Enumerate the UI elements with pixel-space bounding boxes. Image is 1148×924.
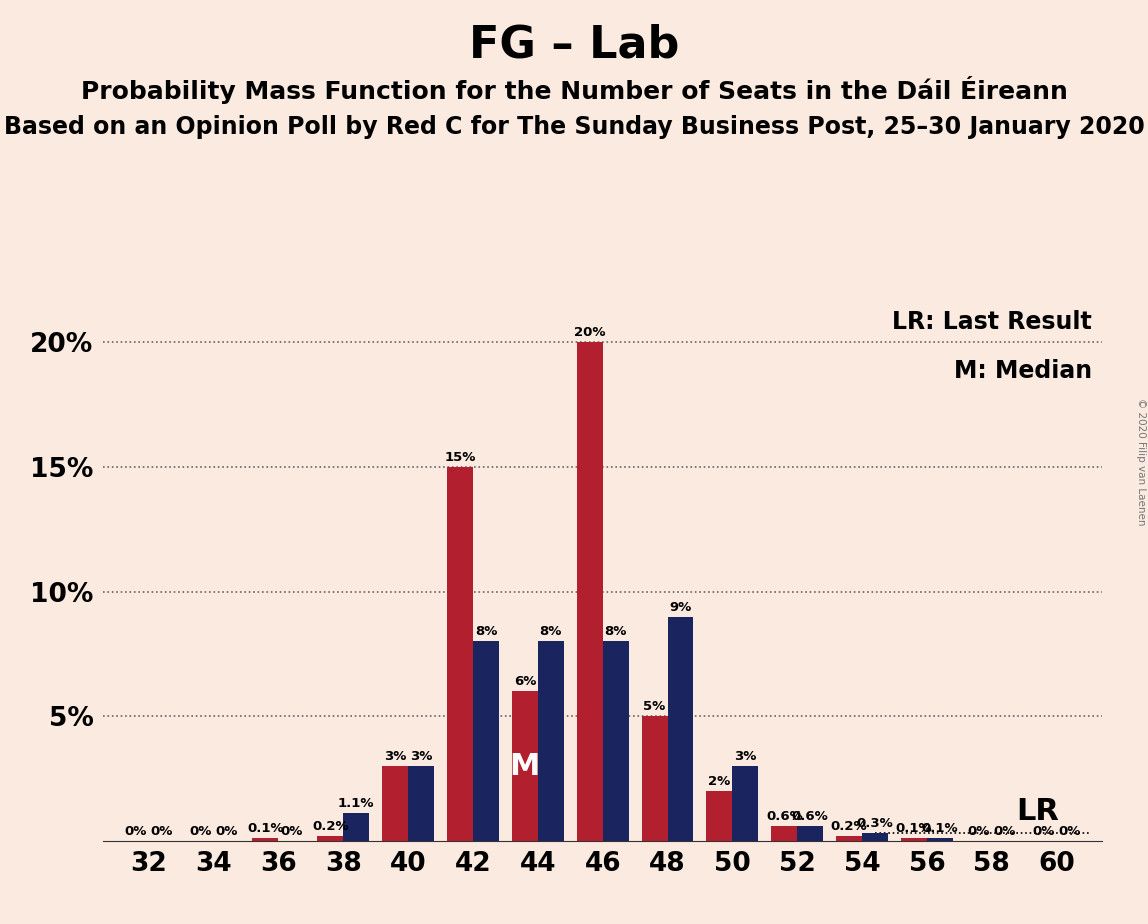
Text: 2%: 2% (708, 775, 730, 788)
Text: 0%: 0% (150, 825, 173, 838)
Bar (797, 826, 823, 841)
Text: M: Median: M: Median (954, 359, 1092, 383)
Text: FG – Lab: FG – Lab (468, 23, 680, 67)
Text: 5%: 5% (644, 700, 666, 713)
Bar (926, 838, 953, 841)
Text: LR: Last Result: LR: Last Result (892, 310, 1092, 334)
Text: 0.2%: 0.2% (312, 820, 349, 833)
Text: 6%: 6% (513, 675, 536, 688)
Bar (706, 791, 732, 841)
Text: 0.6%: 0.6% (792, 810, 829, 823)
Bar (409, 766, 434, 841)
Text: 3%: 3% (410, 750, 433, 763)
Text: 0%: 0% (216, 825, 238, 838)
Text: © 2020 Filip van Laenen: © 2020 Filip van Laenen (1135, 398, 1146, 526)
Bar (253, 838, 279, 841)
Text: 1.1%: 1.1% (338, 797, 374, 810)
Text: 15%: 15% (444, 451, 475, 464)
Bar (862, 833, 889, 841)
Text: 0%: 0% (280, 825, 303, 838)
Bar (317, 836, 343, 841)
Text: 0%: 0% (1058, 825, 1080, 838)
Bar (836, 836, 862, 841)
Text: M: M (510, 751, 540, 781)
Text: 0.1%: 0.1% (895, 822, 932, 835)
Bar (667, 616, 693, 841)
Text: 3%: 3% (735, 750, 757, 763)
Text: 0%: 0% (1032, 825, 1055, 838)
Bar (771, 826, 797, 841)
Bar (732, 766, 759, 841)
Text: Based on an Opinion Poll by Red C for The Sunday Business Post, 25–30 January 20: Based on an Opinion Poll by Red C for Th… (3, 115, 1145, 139)
Text: 0.6%: 0.6% (766, 810, 802, 823)
Text: 0.3%: 0.3% (856, 818, 893, 831)
Text: 0%: 0% (994, 825, 1016, 838)
Text: 0.1%: 0.1% (247, 822, 284, 835)
Bar (473, 641, 499, 841)
Text: 3%: 3% (383, 750, 406, 763)
Bar (538, 641, 564, 841)
Bar (447, 467, 473, 841)
Text: 8%: 8% (605, 626, 627, 638)
Bar (576, 342, 603, 841)
Text: 0%: 0% (125, 825, 147, 838)
Bar (343, 813, 370, 841)
Text: Probability Mass Function for the Number of Seats in the Dáil Éireann: Probability Mass Function for the Number… (80, 76, 1068, 103)
Bar (642, 716, 667, 841)
Bar (512, 691, 538, 841)
Text: 9%: 9% (669, 601, 691, 614)
Text: LR: LR (1016, 796, 1058, 826)
Text: 0%: 0% (968, 825, 990, 838)
Bar (382, 766, 409, 841)
Bar (603, 641, 629, 841)
Text: 8%: 8% (540, 626, 563, 638)
Text: 0%: 0% (189, 825, 211, 838)
Text: 0.1%: 0.1% (922, 822, 959, 835)
Text: 8%: 8% (475, 626, 497, 638)
Bar (901, 838, 926, 841)
Text: 0.2%: 0.2% (831, 820, 868, 833)
Text: 20%: 20% (574, 326, 605, 339)
